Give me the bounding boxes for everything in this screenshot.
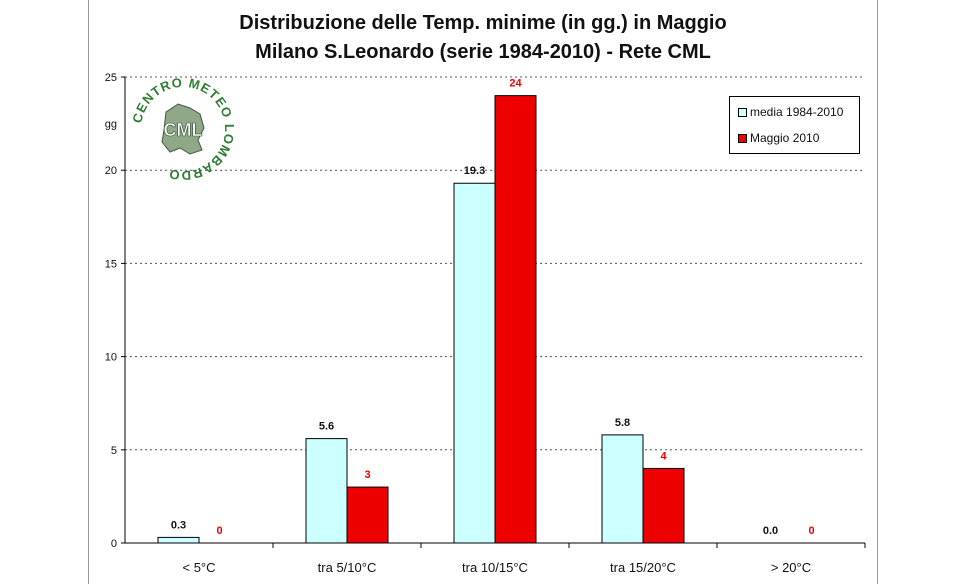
data-label-maggio: 0 <box>216 525 222 537</box>
x-tick-label: < 5°C <box>182 560 215 575</box>
bar-media <box>305 438 348 544</box>
chart-title: Distribuzione delle Temp. minime (in gg.… <box>239 12 727 34</box>
chart-frame <box>88 0 878 584</box>
legend-swatch-maggio <box>738 133 747 143</box>
y-tick-label: 25 <box>105 72 117 84</box>
data-label-maggio: 24 <box>509 78 522 90</box>
bar-media <box>157 536 200 544</box>
y-tick-label: 20 <box>105 165 117 177</box>
logo-center-text: CML <box>164 120 203 140</box>
data-label-media: 0.3 <box>171 519 186 531</box>
chart-subtitle: Milano S.Leonardo (serie 1984-2010) - Re… <box>255 41 711 63</box>
y-axis-label: gg <box>105 119 117 131</box>
legend-swatch-media <box>738 107 747 117</box>
x-tick-label: tra 5/10°C <box>318 560 377 575</box>
bar-maggio <box>494 95 537 544</box>
data-label-media: 19.3 <box>464 165 485 177</box>
y-tick-label: 0 <box>111 538 117 550</box>
data-label-media: 5.8 <box>615 417 630 429</box>
cml-logo: CML CENTRO METEO LOMBARDO <box>129 75 236 183</box>
y-tick-label: 15 <box>105 258 117 270</box>
x-tick-label: tra 10/15°C <box>462 560 528 575</box>
bar-media <box>453 182 496 544</box>
legend-item-maggio: Maggio 2010 <box>738 131 819 145</box>
bar-maggio <box>346 486 389 544</box>
x-tick-label: > 20°C <box>771 560 811 575</box>
y-tick-label: 5 <box>111 445 117 457</box>
bar-media <box>601 434 644 544</box>
bar-maggio <box>642 467 685 544</box>
data-label-media: 5.6 <box>319 421 334 433</box>
legend-item-media: media 1984-2010 <box>738 105 843 119</box>
data-label-maggio: 4 <box>660 450 667 462</box>
legend: media 1984-2010 Maggio 2010 <box>729 96 860 154</box>
data-label-media: 0.0 <box>763 525 778 537</box>
y-tick-label: 10 <box>105 352 117 364</box>
legend-label-media: media 1984-2010 <box>750 105 844 119</box>
legend-label-maggio: Maggio 2010 <box>750 131 820 145</box>
data-label-maggio: 0 <box>808 525 814 537</box>
data-label-maggio: 3 <box>364 469 370 481</box>
x-tick-label: tra 15/20°C <box>610 560 676 575</box>
